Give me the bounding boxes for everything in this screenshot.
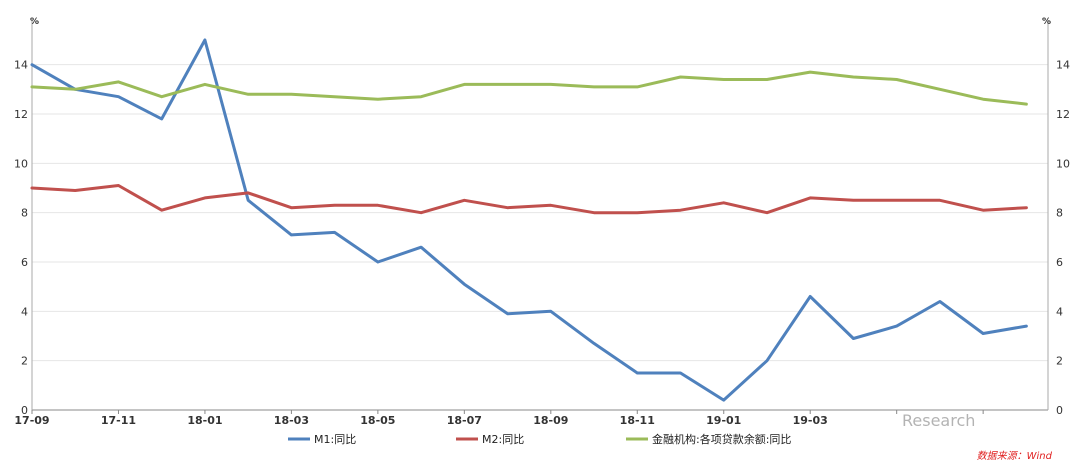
y-tick-label-right: 0 [1056, 404, 1063, 417]
x-tick-label: 18-05 [360, 414, 395, 427]
x-tick-label: 19-01 [706, 414, 741, 427]
y-tick-label-right: 10 [1056, 157, 1070, 170]
y-tick-label-left: 8 [21, 207, 28, 220]
series-line-1 [30, 38, 1028, 402]
y-tick-label-left: 4 [21, 305, 28, 318]
y-tick-label-right: 2 [1056, 355, 1063, 368]
source-note: 数据来源：Wind [977, 450, 1053, 462]
x-tick-label: 18-03 [274, 414, 309, 427]
legend: M1:同比 M2:同比 金融机构:各项贷款余额:同比 [288, 432, 791, 446]
left-axis-unit: % [30, 17, 39, 27]
y-tick-label-left: 0 [21, 404, 28, 417]
y-tick-label-right: 4 [1056, 305, 1063, 318]
y-tick-label-left: 2 [21, 355, 28, 368]
gridlines [32, 64, 1048, 362]
y-tick-label-right: 12 [1056, 108, 1070, 121]
x-tick-label: 19-03 [793, 414, 828, 427]
x-tick-label: 17-11 [101, 414, 136, 427]
x-tick-label: 18-11 [620, 414, 655, 427]
y-tick-label-left: 12 [14, 108, 28, 121]
series-lines [30, 38, 1028, 402]
legend-label-3: 金融机构:各项贷款余额:同比 [652, 432, 791, 446]
legend-label-1: M1:同比 [314, 433, 356, 446]
y-tick-label-right: 8 [1056, 207, 1063, 220]
legend-label-2: M2:同比 [482, 433, 524, 446]
y-tick-label-left: 14 [14, 59, 28, 72]
series-line-2 [30, 184, 1028, 215]
x-tick-label: 18-09 [533, 414, 568, 427]
series-line-3 [30, 70, 1028, 106]
y-tick-label-right: 14 [1056, 59, 1070, 72]
y-tick-label-left: 6 [21, 256, 28, 269]
y-tick-label-left: 10 [14, 157, 28, 170]
right-axis-unit: % [1042, 17, 1051, 27]
axes: 0 0 2 2 4 4 6 6 8 8 10 10 12 12 14 14 17-09 17-11 18-01 18-… [14, 20, 1070, 427]
x-tick-label: 18-07 [447, 414, 482, 427]
x-tick-label: 18-01 [187, 414, 222, 427]
y-tick-label-right: 6 [1056, 256, 1063, 269]
x-tick-label: 17-09 [14, 414, 49, 427]
watermark-text: Research [902, 411, 975, 430]
